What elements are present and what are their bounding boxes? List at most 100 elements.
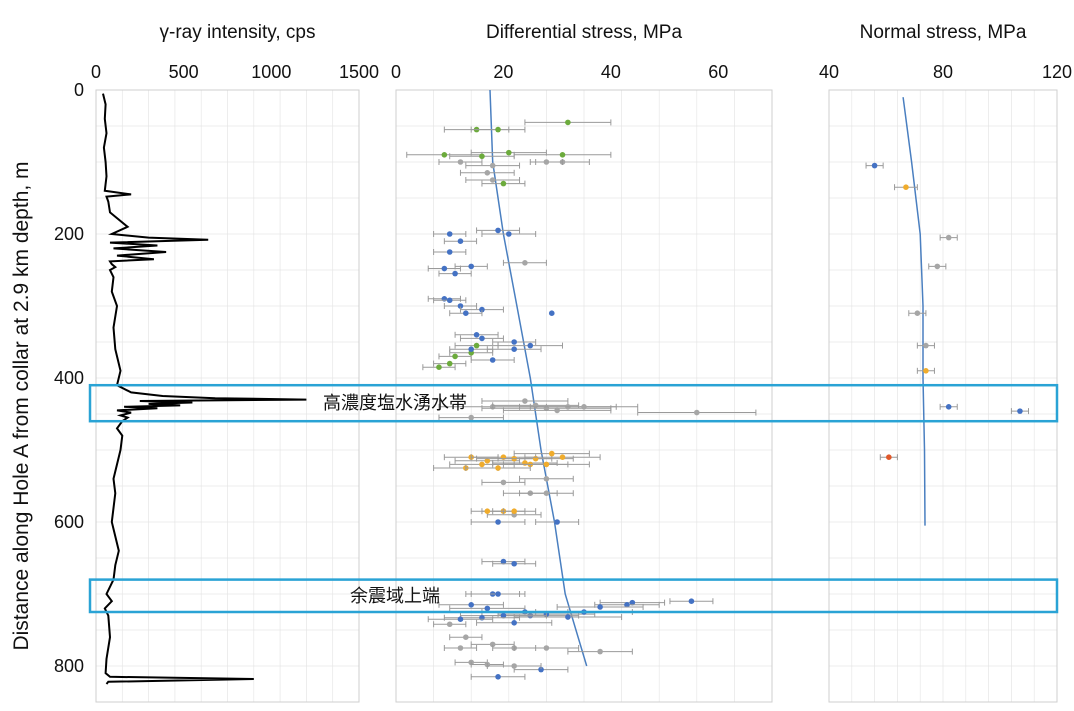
data-point-gray bbox=[543, 159, 550, 165]
data-point-blue bbox=[500, 612, 507, 619]
data-point-gray bbox=[543, 645, 550, 651]
data-point-yellow bbox=[484, 508, 491, 514]
data-point-gray bbox=[457, 159, 464, 165]
x-tick-label: 1000 bbox=[251, 62, 291, 82]
data-point-yellow bbox=[495, 465, 501, 471]
data-point-blue bbox=[468, 263, 475, 270]
trend-line bbox=[902, 97, 926, 526]
panel-title: Normal stress, MPa bbox=[860, 22, 1027, 43]
y-tick-label: 0 bbox=[74, 80, 84, 100]
y-tick-label: 800 bbox=[54, 656, 84, 676]
data-point-blue bbox=[511, 339, 517, 345]
data-point-blue bbox=[511, 560, 517, 567]
panel-3: Normal stress, MPa 40 80 120 bbox=[819, 22, 1072, 703]
data-point-blue bbox=[489, 357, 496, 363]
data-point-blue bbox=[565, 614, 571, 620]
data-point-blue bbox=[441, 296, 448, 302]
data-point-gray bbox=[597, 648, 603, 655]
data-point-gray bbox=[522, 260, 528, 266]
y-axis-label: Distance along Hole A from collar at 2.9… bbox=[10, 161, 33, 650]
data-point-blue bbox=[597, 604, 603, 610]
data-point-blue bbox=[538, 666, 544, 673]
panel-title: γ-ray intensity, cps bbox=[160, 22, 316, 43]
data-point-yellow bbox=[543, 461, 550, 468]
data-point-yellow bbox=[522, 460, 528, 466]
panel-title: Differential stress, MPa bbox=[486, 22, 682, 43]
data-point-blue bbox=[624, 602, 630, 608]
x-tick-label: 0 bbox=[391, 62, 401, 82]
data-point-gray bbox=[484, 170, 491, 176]
data-point-blue bbox=[457, 616, 464, 622]
data-point-blue bbox=[479, 614, 485, 621]
panel-2: Differential stress, MPa 0 20 40 60 bbox=[391, 22, 773, 703]
data-point-blue bbox=[446, 231, 453, 237]
data-point-blue bbox=[468, 602, 475, 608]
data-point-green bbox=[559, 152, 566, 158]
data-point-blue bbox=[945, 404, 952, 410]
data-point-yellow bbox=[532, 455, 539, 462]
panel-1: γ-ray intensity, cps 0 500 1000 1500 bbox=[91, 22, 379, 703]
x-tick-label: 40 bbox=[601, 62, 621, 82]
data-point-green bbox=[473, 342, 480, 349]
data-point-orange bbox=[923, 368, 929, 374]
gamma-ray-line bbox=[102, 93, 307, 685]
data-point-blue bbox=[495, 227, 501, 234]
data-point-blue bbox=[457, 238, 464, 244]
data-point-green bbox=[452, 353, 458, 360]
data-point-gray bbox=[532, 402, 539, 409]
data-point-blue bbox=[452, 270, 458, 277]
trend-line bbox=[489, 89, 588, 667]
data-point-blue bbox=[463, 310, 469, 317]
data-point-blue bbox=[495, 674, 501, 680]
data-point-gray bbox=[522, 398, 528, 404]
data-point-blue bbox=[479, 335, 485, 342]
panel-frame bbox=[95, 89, 360, 703]
data-point-blue bbox=[446, 297, 453, 304]
data-point-gray bbox=[945, 234, 952, 241]
data-point-blue bbox=[441, 265, 448, 272]
x-tick-label: 40 bbox=[819, 62, 839, 82]
y-tick-label: 400 bbox=[54, 368, 84, 388]
data-point-red bbox=[886, 454, 892, 461]
data-point-green bbox=[446, 360, 453, 367]
y-tick-label: 200 bbox=[54, 224, 84, 244]
data-point-gray bbox=[581, 404, 587, 410]
data-point-blue bbox=[468, 346, 475, 353]
x-tick-label: 60 bbox=[708, 62, 728, 82]
data-point-blue bbox=[495, 591, 501, 597]
data-point-yellow bbox=[484, 458, 491, 464]
data-point-gray bbox=[923, 342, 929, 349]
data-point-blue bbox=[554, 519, 560, 525]
data-point-blue bbox=[527, 342, 534, 349]
data-point-gray bbox=[511, 663, 517, 669]
data-point-gray bbox=[543, 476, 550, 482]
data-point-gray bbox=[489, 177, 496, 183]
panel-frame bbox=[395, 89, 773, 703]
x-tick-label: 80 bbox=[933, 62, 953, 82]
data-point-green bbox=[506, 149, 512, 156]
data-point-gray bbox=[468, 414, 475, 421]
data-point-blue bbox=[688, 598, 695, 604]
data-point-blue bbox=[511, 346, 517, 353]
data-point-blue bbox=[506, 231, 512, 237]
data-point-blue bbox=[473, 332, 480, 338]
data-point-yellow bbox=[548, 450, 555, 457]
data-point-green bbox=[479, 153, 485, 160]
data-point-gray bbox=[457, 645, 464, 651]
data-point-gray bbox=[500, 479, 507, 486]
data-point-green bbox=[565, 119, 571, 126]
data-point-green bbox=[436, 364, 442, 371]
data-point-blue bbox=[871, 162, 878, 169]
y-tick-label: 600 bbox=[54, 512, 84, 532]
data-point-gray bbox=[554, 407, 560, 414]
data-point-green bbox=[495, 126, 501, 133]
data-point-gray bbox=[463, 634, 469, 640]
x-tick-label: 20 bbox=[493, 62, 513, 82]
data-point-blue bbox=[495, 519, 501, 525]
data-point-green bbox=[500, 180, 507, 187]
data-point-yellow bbox=[559, 454, 566, 461]
data-point-gray bbox=[543, 490, 550, 497]
data-point-gray bbox=[694, 409, 700, 416]
data-point-blue bbox=[500, 558, 507, 565]
